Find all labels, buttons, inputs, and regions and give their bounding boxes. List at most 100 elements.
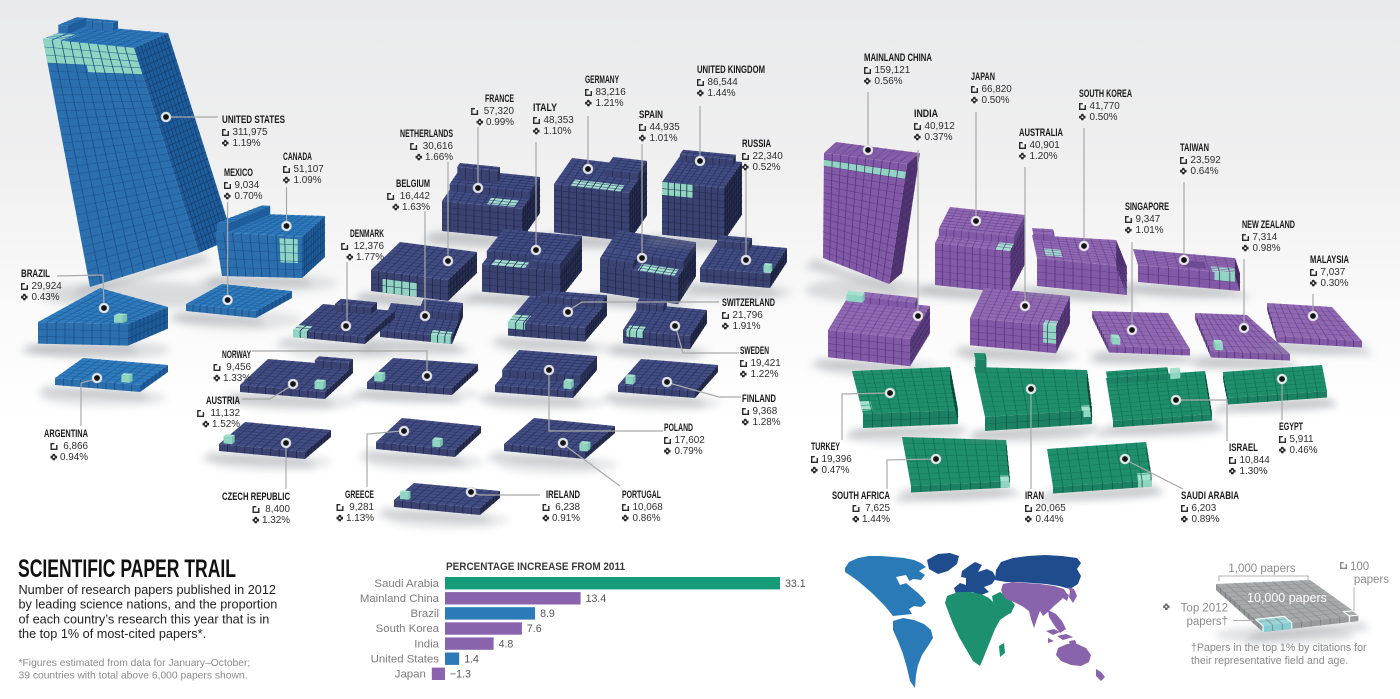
svg-text:1.19%: 1.19% xyxy=(233,138,261,149)
svg-text:PORTUGAL: PORTUGAL xyxy=(622,489,661,501)
svg-text:1.22%: 1.22% xyxy=(751,369,779,380)
svg-text:MAINLAND CHINA: MAINLAND CHINA xyxy=(864,52,932,64)
svg-text:6,203: 6,203 xyxy=(1192,503,1217,514)
svg-text:48,353: 48,353 xyxy=(544,115,575,126)
svg-text:0.46%: 0.46% xyxy=(1290,445,1318,456)
svg-text:0.79%: 0.79% xyxy=(675,446,703,457)
svg-text:10,844: 10,844 xyxy=(1240,455,1271,466)
svg-text:SPAIN: SPAIN xyxy=(639,109,663,121)
svg-text:0.91%: 0.91% xyxy=(552,513,580,524)
svg-text:UNITED STATES: UNITED STATES xyxy=(222,114,285,126)
svg-text:BRAZIL: BRAZIL xyxy=(21,268,50,280)
svg-text:papers†: papers† xyxy=(1186,616,1228,628)
svg-text:10,068: 10,068 xyxy=(633,502,664,513)
svg-text:SOUTH AFRICA: SOUTH AFRICA xyxy=(832,490,890,502)
svg-text:29,924: 29,924 xyxy=(32,281,63,292)
svg-text:POLAND: POLAND xyxy=(664,422,693,434)
svg-text:57,320: 57,320 xyxy=(484,106,515,117)
svg-text:INDIA: INDIA xyxy=(914,108,938,120)
svg-text:MEXICO: MEXICO xyxy=(224,167,253,179)
svg-text:ITALY: ITALY xyxy=(533,102,558,114)
svg-text:0.94%: 0.94% xyxy=(60,452,88,463)
svg-text:IRELAND: IRELAND xyxy=(546,489,580,501)
svg-text:0.70%: 0.70% xyxy=(235,191,263,202)
svg-text:4.8: 4.8 xyxy=(499,638,514,650)
svg-text:51,107: 51,107 xyxy=(294,164,324,175)
svg-text:30,616: 30,616 xyxy=(423,141,454,152)
svg-text:the top 1% of most-cited paper: the top 1% of most-cited papers*. xyxy=(19,627,207,641)
svg-text:NETHERLANDS: NETHERLANDS xyxy=(400,128,453,140)
svg-text:11,132: 11,132 xyxy=(211,408,240,419)
svg-text:Japan: Japan xyxy=(395,669,426,681)
svg-text:44,935: 44,935 xyxy=(650,122,681,133)
svg-text:FINLAND: FINLAND xyxy=(742,393,776,405)
svg-text:NORWAY: NORWAY xyxy=(222,349,251,361)
svg-text:CANADA: CANADA xyxy=(283,151,312,163)
svg-text:21,796: 21,796 xyxy=(733,310,764,321)
svg-text:1.21%: 1.21% xyxy=(596,98,624,109)
svg-text:7,037: 7,037 xyxy=(1321,267,1346,278)
svg-text:7.6: 7.6 xyxy=(527,623,542,635)
svg-text:0.44%: 0.44% xyxy=(1036,514,1064,525)
svg-text:1.13%: 1.13% xyxy=(346,513,374,524)
svg-text:Mainland China: Mainland China xyxy=(360,593,440,605)
svg-text:PERCENTAGE INCREASE FROM 2011: PERCENTAGE INCREASE FROM 2011 xyxy=(446,561,625,573)
svg-text:0.30%: 0.30% xyxy=(1321,278,1349,289)
svg-text:−1.3: −1.3 xyxy=(450,669,471,681)
svg-text:1.28%: 1.28% xyxy=(753,417,781,428)
svg-text:FRANCE: FRANCE xyxy=(485,93,514,105)
svg-text:TURKEY: TURKEY xyxy=(811,441,841,453)
svg-text:159,121: 159,121 xyxy=(875,65,911,76)
svg-text:9,456: 9,456 xyxy=(226,362,251,373)
svg-text:1.66%: 1.66% xyxy=(425,152,453,163)
svg-text:TAIWAN: TAIWAN xyxy=(1180,142,1209,154)
svg-text:1.20%: 1.20% xyxy=(1030,151,1058,162)
svg-text:16,442: 16,442 xyxy=(400,191,430,202)
svg-text:AUSTRALIA: AUSTRALIA xyxy=(1019,127,1063,139)
svg-text:1.09%: 1.09% xyxy=(294,175,322,186)
svg-text:GERMANY: GERMANY xyxy=(585,74,619,86)
svg-text:0.56%: 0.56% xyxy=(875,76,903,87)
svg-text:1.77%: 1.77% xyxy=(356,252,384,263)
svg-text:BELGIUM: BELGIUM xyxy=(396,178,430,190)
svg-text:22,340: 22,340 xyxy=(753,151,784,162)
svg-text:6,238: 6,238 xyxy=(555,502,580,513)
svg-text:1.91%: 1.91% xyxy=(733,321,761,332)
svg-text:40,901: 40,901 xyxy=(1030,140,1061,151)
svg-text:33.1: 33.1 xyxy=(785,578,806,590)
svg-text:India: India xyxy=(414,638,439,650)
svg-text:0.37%: 0.37% xyxy=(925,132,953,143)
svg-text:1.4: 1.4 xyxy=(464,653,479,665)
svg-text:9,368: 9,368 xyxy=(753,406,778,417)
svg-text:MALAYSIA: MALAYSIA xyxy=(1310,254,1349,266)
svg-text:0.43%: 0.43% xyxy=(32,292,60,303)
svg-text:1.44%: 1.44% xyxy=(862,514,890,525)
svg-text:311,975: 311,975 xyxy=(233,127,268,138)
svg-text:SCIENTIFIC PAPER TRAIL: SCIENTIFIC PAPER TRAIL xyxy=(18,555,236,583)
svg-text:7,625: 7,625 xyxy=(865,503,890,514)
svg-text:0.47%: 0.47% xyxy=(822,465,850,476)
svg-text:1.01%: 1.01% xyxy=(650,133,678,144)
svg-text:papers: papers xyxy=(1354,574,1389,586)
svg-text:their representative field and: their representative field and age. xyxy=(1191,655,1348,667)
svg-text:39 countries with total above: 39 countries with total above 6,000 pape… xyxy=(19,670,248,681)
svg-text:AUSTRIA: AUSTRIA xyxy=(206,395,240,407)
svg-text:6,866: 6,866 xyxy=(63,441,88,452)
svg-text:1.01%: 1.01% xyxy=(1136,225,1164,236)
svg-text:RUSSIA: RUSSIA xyxy=(742,138,771,150)
svg-text:9,034: 9,034 xyxy=(235,180,260,191)
svg-text:0.89%: 0.89% xyxy=(1192,514,1220,525)
svg-text:SINGAPORE: SINGAPORE xyxy=(1125,201,1169,213)
svg-text:SWITZERLAND: SWITZERLAND xyxy=(722,297,775,309)
svg-text:0.86%: 0.86% xyxy=(633,513,661,524)
svg-text:1.52%: 1.52% xyxy=(212,419,240,430)
svg-text:0.64%: 0.64% xyxy=(1191,166,1219,177)
svg-text:13.4: 13.4 xyxy=(586,593,607,605)
svg-text:1,000 papers: 1,000 papers xyxy=(1228,563,1295,575)
svg-text:19,421: 19,421 xyxy=(751,358,782,369)
svg-text:by leading science nations, an: by leading science nations, and the prop… xyxy=(19,598,278,612)
svg-text:19,396: 19,396 xyxy=(822,454,853,465)
svg-text:Top 2012: Top 2012 xyxy=(1181,603,1228,615)
svg-text:8.9: 8.9 xyxy=(540,608,555,620)
svg-text:GREECE: GREECE xyxy=(345,489,374,501)
